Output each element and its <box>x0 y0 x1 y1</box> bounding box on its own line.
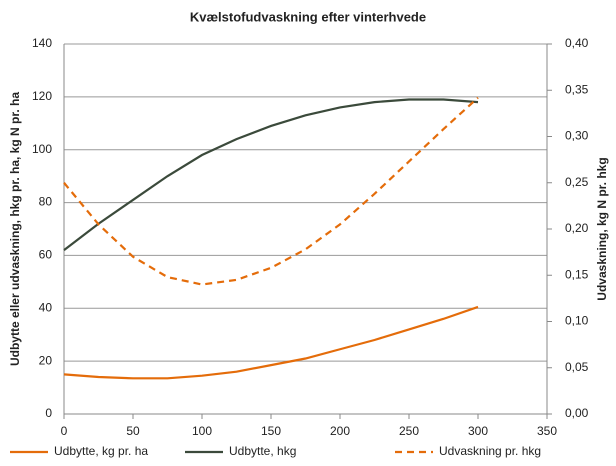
y2-tick-label: 0,40 <box>565 36 589 50</box>
y-tick-label: 20 <box>39 353 53 367</box>
y2-axis-title: Udvaskning, kg N pr. hkg <box>595 157 609 300</box>
y-tick-label: 120 <box>32 89 52 103</box>
y-tick-label: 100 <box>32 142 52 156</box>
x-tick-label: 150 <box>261 424 281 438</box>
y2-tick-label: 0,10 <box>565 314 589 328</box>
y-tick-label: 40 <box>39 300 53 314</box>
x-tick-label: 200 <box>330 424 350 438</box>
series-line <box>63 305 479 380</box>
y-tick-label: 0 <box>45 406 52 420</box>
series-line <box>63 98 479 252</box>
y2-tick-label: 0,35 <box>565 82 589 96</box>
x-tick-label: 300 <box>468 424 488 438</box>
legend-label: Udbytte, kg pr. ha <box>54 444 148 458</box>
y-tick-label: 140 <box>32 36 52 50</box>
legend-label: Udvaskning pr. hkg <box>439 444 541 458</box>
x-tick-label: 0 <box>61 424 68 438</box>
y2-tick-label: 0,25 <box>565 175 589 189</box>
y2-tick-label: 0,15 <box>565 267 589 281</box>
chart-title: Kvælstofudvaskning efter vinterhvede <box>190 9 426 24</box>
x-tick-label: 250 <box>399 424 419 438</box>
y2-tick-label: 0,30 <box>565 129 589 143</box>
x-tick-label: 350 <box>537 424 557 438</box>
x-tick-label: 100 <box>192 424 212 438</box>
y2-tick-label: 0,20 <box>565 221 589 235</box>
y2-tick-label: 0,00 <box>565 406 589 420</box>
x-tick-label: 50 <box>126 424 140 438</box>
series-line <box>63 96 479 286</box>
y2-tick-label: 0,05 <box>565 360 589 374</box>
y-tick-label: 60 <box>39 248 53 262</box>
y-tick-label: 80 <box>39 195 53 209</box>
y-axis-title: Udbytte eller udvaskning, hkg pr. ha, kg… <box>8 92 22 366</box>
legend-label: Udbytte, hkg <box>229 444 296 458</box>
